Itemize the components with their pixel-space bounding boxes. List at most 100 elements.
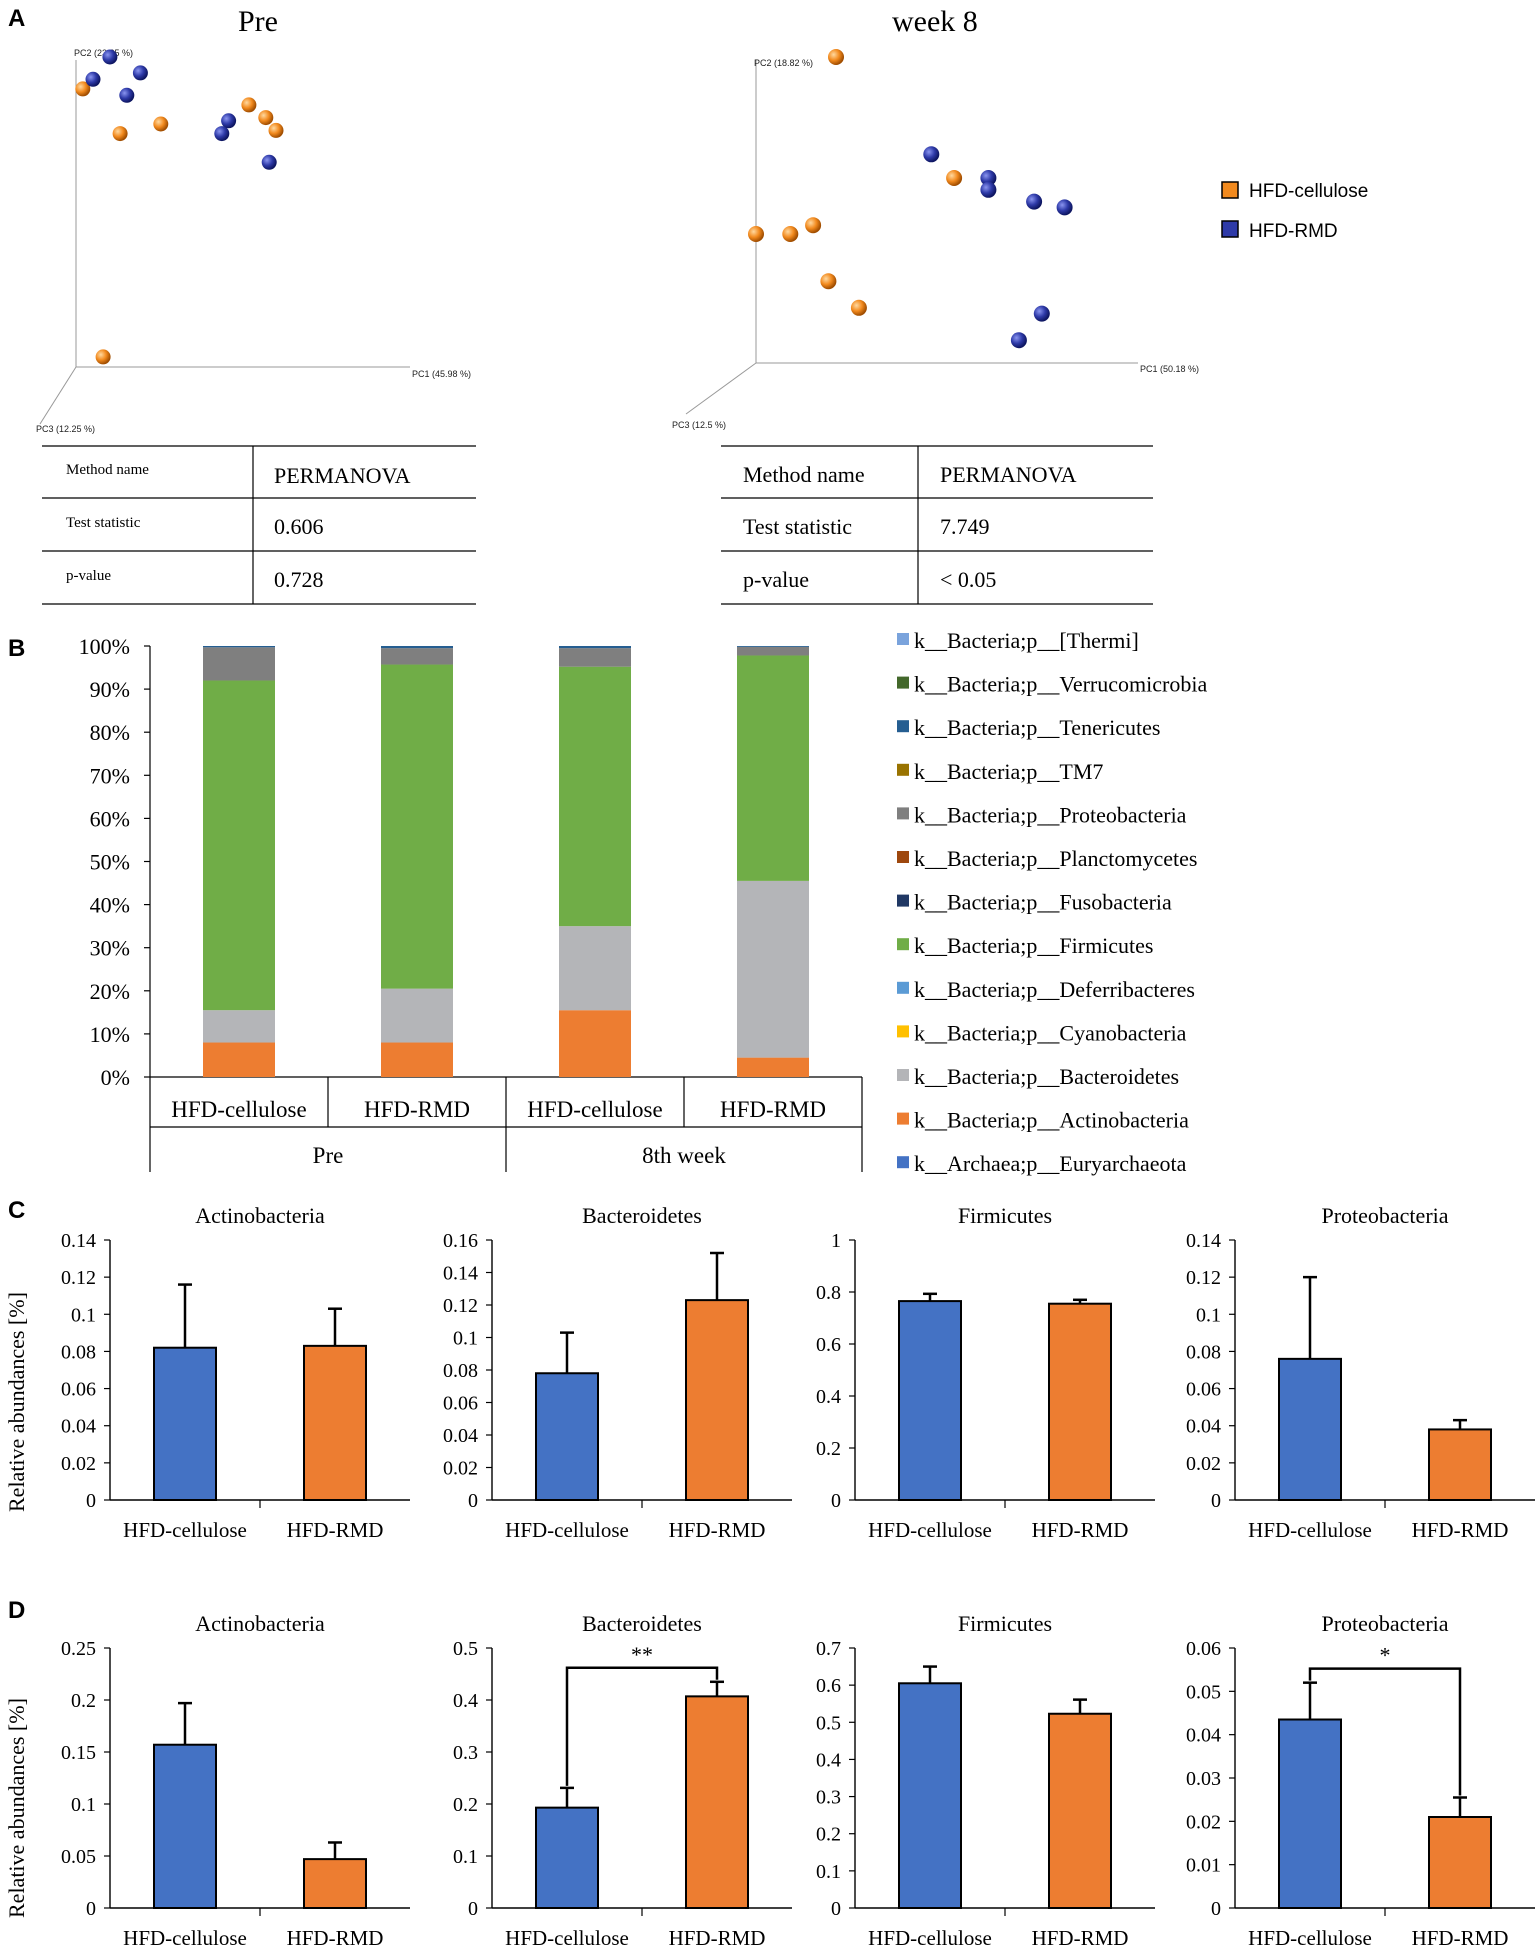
x-category-label: HFD-cellulose (868, 1926, 992, 1950)
y-tick-label: 0.12 (61, 1267, 96, 1289)
stacked-bar-segment (737, 655, 809, 881)
stacked-bar-segment (203, 1010, 275, 1043)
legend-label-cellulose: HFD-cellulose (1249, 181, 1368, 202)
bar (303, 1858, 367, 1909)
pca-points-pre (75, 49, 284, 365)
y-tick-label: 0.2 (71, 1690, 96, 1712)
pca-point-cellulose (75, 81, 91, 97)
legend-swatch (897, 720, 909, 733)
legend-label: k__Bacteria;p__Bacteroidetes (914, 1064, 1179, 1089)
table-row-value: < 0.05 (940, 567, 996, 592)
stacked-bar-segment (203, 647, 275, 681)
pca-point-rmd (980, 181, 997, 198)
stacked-bar-segment (381, 1042, 453, 1077)
table-row-value: PERMANOVA (940, 462, 1077, 487)
pca-point-cellulose (241, 97, 257, 113)
y-tick-label: 0.1 (1196, 1304, 1221, 1326)
bar-chart-d-proteobacteria: Proteobacteria 0 0.01 0.02 0.03 0.04 0.05 0.06 H… (1186, 1611, 1535, 1950)
legend-label: k__Bacteria;p__[Thermi] (914, 628, 1139, 653)
y-tick-label: 10% (90, 1022, 130, 1047)
y-tick-label: 0.12 (1186, 1267, 1221, 1289)
significance-label: ** (631, 1642, 653, 1667)
stacked-bar-segment (203, 1042, 275, 1077)
x-category-label: HFD-RMD (669, 1926, 766, 1950)
x-category-label: HFD-cellulose (1248, 1518, 1372, 1542)
bar-chart-d-bacteroidetes: Bacteroidetes 0 0.1 0.2 0.3 0.4 0.5 HFD-cellulo… (453, 1611, 792, 1950)
pca-point-cellulose (112, 126, 128, 142)
panel-c-ylabel: Relative abundances [%] (4, 1292, 29, 1512)
significance-label: * (1380, 1643, 1391, 1668)
y-tick-label: 0.04 (1186, 1416, 1221, 1438)
y-tick-label: 0.12 (443, 1295, 478, 1317)
legend-swatch (897, 763, 909, 776)
pca-point-cellulose (268, 122, 284, 138)
pca-point-rmd (1026, 193, 1043, 210)
stacked-bar-legend: k__Bacteria;p__[Thermi] k__Bacteria;p__Ve… (897, 628, 1207, 1176)
legend-label: k__Archaea;p__Euryarchaeota (914, 1151, 1187, 1176)
y-tick-label: 0.5 (816, 1712, 841, 1734)
legend-swatch (897, 807, 909, 820)
y-tick-label: 0.1 (816, 1861, 841, 1883)
y-tick-label: 0.02 (61, 1453, 96, 1475)
x-category-label: HFD-RMD (1032, 1926, 1129, 1950)
y-tick-label: 0 (86, 1490, 96, 1512)
x-category-label: HFD-cellulose (527, 1097, 662, 1122)
stacked-bar-segment (381, 664, 453, 989)
legend-swatch (897, 938, 909, 951)
legend-label-rmd: HFD-RMD (1249, 221, 1338, 242)
table-row-name: p-value (66, 568, 111, 584)
pca-plot-pre: Pre PC2 (23.25 %) PC1 (45.98 %) PC3 (12.… (36, 5, 471, 434)
x-category-label: HFD-cellulose (123, 1518, 247, 1542)
legend-label: k__Bacteria;p__Firmicutes (914, 933, 1154, 958)
y-tick-label: 0.14 (61, 1230, 96, 1252)
x-category-label: HFD-cellulose (171, 1097, 306, 1122)
chart-title: Bacteroidetes (582, 1611, 702, 1636)
y-tick-label: 0.14 (443, 1263, 478, 1285)
pca-point-rmd (1033, 305, 1050, 322)
y-tick-label: 0.05 (61, 1846, 96, 1868)
stacked-bar-segment (737, 646, 809, 647)
y-tick-label: 0 (1211, 1898, 1221, 1920)
y-tick-label: 0.16 (443, 1230, 478, 1252)
small-bar-charts: Actinobacteria 0 0.02 0.04 0.06 0.08 0.1 0.12 0.… (61, 1203, 1535, 1950)
legend-swatch (897, 1112, 909, 1125)
pca-point-rmd (261, 154, 277, 170)
pca-points-week8 (748, 49, 1073, 349)
stacked-bar-segment (559, 926, 631, 1011)
y-tick-label: 40% (90, 893, 130, 918)
y-tick-label: 0.06 (1186, 1638, 1221, 1660)
bar (898, 1682, 962, 1910)
legend-swatch (897, 1069, 909, 1081)
bar (303, 1344, 367, 1502)
pca-point-cellulose (820, 273, 837, 290)
bar (153, 1346, 217, 1501)
pca-point-cellulose (782, 226, 799, 242)
chart-title: Bacteroidetes (582, 1203, 702, 1228)
y-tick-label: 0.15 (61, 1742, 96, 1764)
pc2-axis-label: PC2 (23.25 %) (74, 48, 133, 58)
chart-title: Proteobacteria (1321, 1611, 1448, 1636)
chart-title: Proteobacteria (1321, 1203, 1448, 1228)
legend-label: k__Bacteria;p__Tenericutes (914, 715, 1160, 740)
y-tick-label: 0.8 (816, 1282, 841, 1304)
bar-chart-c-actinobacteria: Actinobacteria 0 0.02 0.04 0.06 0.08 0.1 0.12 0.… (61, 1203, 410, 1542)
legend-swatch-rmd (1221, 220, 1239, 238)
y-tick-label: 0.05 (1186, 1681, 1221, 1703)
x-category-label: HFD-cellulose (868, 1518, 992, 1542)
bar (685, 1695, 749, 1909)
significance-bracket (1308, 1667, 1462, 1796)
panel-d-letter: D (8, 1597, 25, 1624)
permanova-table-pre: Method name PERMANOVA Test statistic 0.6… (42, 445, 476, 605)
y-tick-label: 0.1 (453, 1328, 478, 1350)
y-tick-label: 60% (90, 806, 130, 831)
legend-swatch (897, 851, 909, 863)
bar (535, 1806, 599, 1910)
table-row-value: 0.728 (274, 567, 324, 592)
chart-title: Firmicutes (958, 1203, 1052, 1228)
y-tick-label: 0.25 (61, 1638, 96, 1660)
pca-title-pre: Pre (238, 5, 278, 38)
y-tick-label: 1 (831, 1230, 841, 1252)
y-tick-label: 100% (79, 634, 130, 659)
y-tick-label: 50% (90, 850, 130, 875)
bar-chart-d-actinobacteria: Actinobacteria 0 0.05 0.1 0.15 0.2 0.25 HFD-cel… (61, 1611, 410, 1950)
